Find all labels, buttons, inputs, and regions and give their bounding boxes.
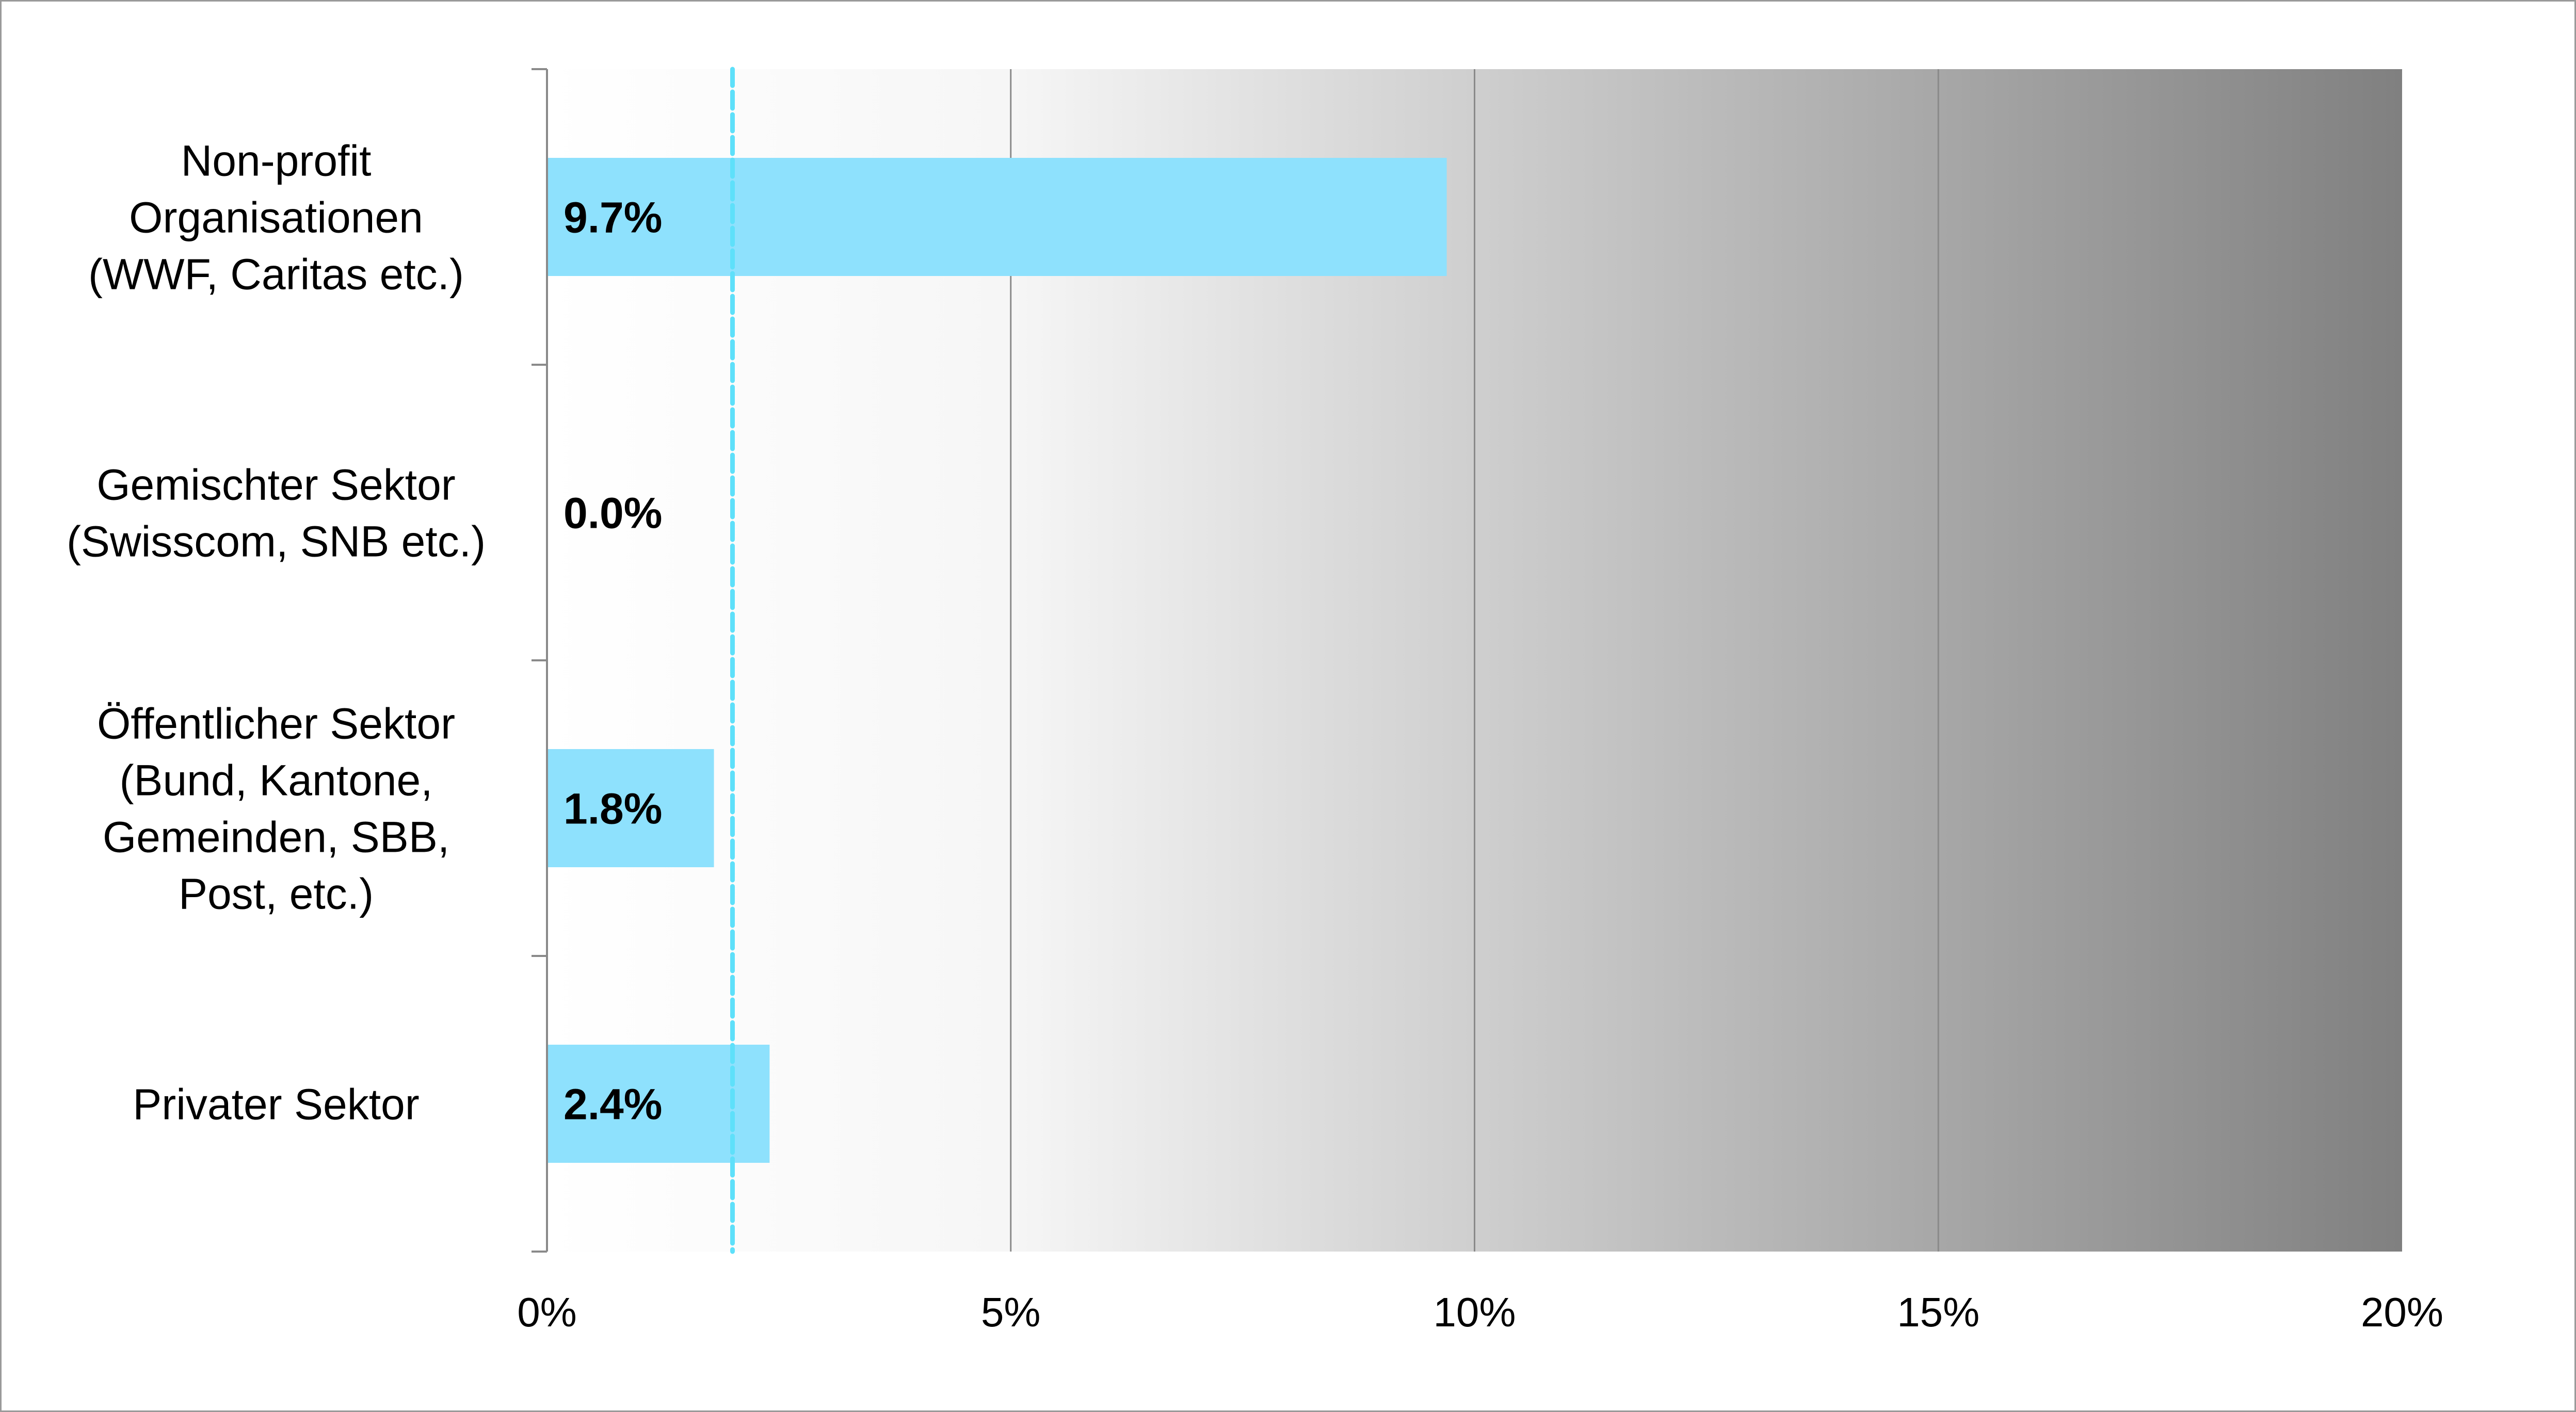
- bar: [547, 749, 714, 867]
- category-label: Non-profit Organisationen (WWF, Caritas et…: [88, 137, 464, 299]
- x-tick-label: 15%: [1897, 1289, 1979, 1335]
- x-tick-label: 10%: [1433, 1289, 1516, 1335]
- data-label: 1.8%: [564, 785, 662, 833]
- x-tick-label: 5%: [981, 1289, 1041, 1335]
- bar: [547, 158, 1447, 276]
- x-tick-label: 0%: [517, 1289, 577, 1335]
- data-label: 9.7%: [564, 193, 662, 242]
- data-label: 0.0%: [564, 489, 662, 538]
- data-label: 2.4%: [564, 1080, 662, 1129]
- category-label: Öffentlicher Sektor (Bund, Kantone, Gemein…: [97, 700, 455, 918]
- x-tick-label: 20%: [2361, 1289, 2443, 1335]
- category-label: Privater Sektor: [133, 1080, 420, 1129]
- category-label: Gemischter Sektor (Swisscom, SNB etc.): [67, 461, 486, 566]
